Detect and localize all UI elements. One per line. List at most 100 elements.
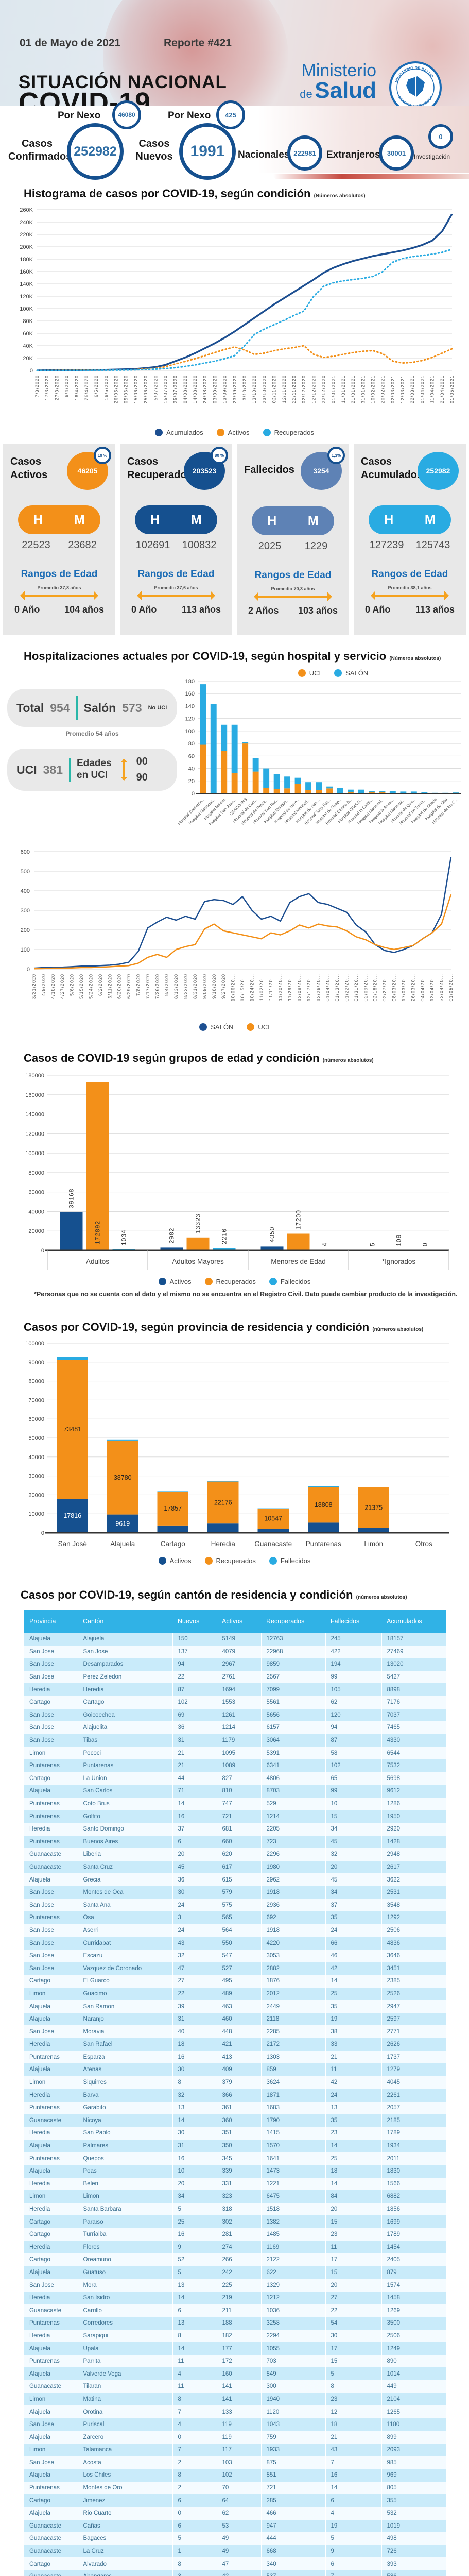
- summary-stats-row: Por Nexo 46080 Casos Confirmados 252982 …: [0, 100, 469, 180]
- svg-text:10547: 10547: [264, 1515, 282, 1522]
- province-chart-subtitle: (números absolutos): [372, 1327, 424, 1332]
- cell-nuevos: 7: [172, 2444, 217, 2456]
- cell-provincia: San Jose: [24, 1886, 78, 1899]
- table-row: Guanacaste Tilaran 11 141 300 8 449: [24, 2380, 446, 2393]
- cell-acumulados: 5698: [381, 1772, 446, 1785]
- cell-acumulados: 1458: [381, 2291, 446, 2304]
- svg-text:01/01/2021: 01/01/2021: [331, 375, 336, 403]
- svg-text:21375: 21375: [364, 1504, 383, 1511]
- cell-fallecidos: 62: [325, 1696, 382, 1709]
- svg-text:26/4/2020: 26/4/2020: [84, 375, 89, 400]
- table-row: Puntarenas Buenos Aires 6 660 723 45 1428: [24, 1835, 446, 1849]
- uci-age-arrow-icon: [120, 759, 128, 781]
- rangos-title: Rangos de Edad: [254, 570, 332, 581]
- cell-acumulados: 985: [381, 2456, 446, 2469]
- cell-provincia: Guanacaste: [24, 2570, 78, 2576]
- legend-item: Recuperados: [204, 1278, 256, 1285]
- cell-activos: 617: [217, 1860, 262, 1874]
- cell-activos: 1694: [217, 1683, 262, 1696]
- svg-text:Puntarenas: Puntarenas: [306, 1540, 341, 1548]
- cell-nuevos: 40: [172, 2025, 217, 2038]
- cell-activos: 2761: [217, 1670, 262, 1684]
- hospitalization-trend-chart: 0 100 200 300 400 500 600 3/31/2020 4/9/2020 4/18…: [7, 846, 469, 1023]
- cell-activos: 4079: [217, 1645, 262, 1658]
- cell-nuevos: 43: [172, 1937, 217, 1950]
- svg-text:0: 0: [30, 368, 33, 374]
- table-subtitle: (números absolutos): [356, 1595, 407, 1600]
- svg-text:40: 40: [188, 766, 195, 772]
- cell-nuevos: 16: [172, 1810, 217, 1823]
- svg-text:12/03/2021: 12/03/2021: [400, 375, 405, 403]
- svg-text:60: 60: [188, 753, 195, 759]
- uci-age-min: 00: [136, 756, 148, 767]
- age-chart-title: Casos de COVID-19 según grupos de edad y…: [24, 1052, 320, 1064]
- cell-activos: 413: [217, 2050, 262, 2064]
- divider: [69, 758, 71, 782]
- table-row: Guanacaste Cañas 6 53 947 19 1019: [24, 2519, 446, 2533]
- cell-nuevos: 8: [172, 2469, 217, 2482]
- svg-text:05/06/2020: 05/06/2020: [124, 375, 129, 403]
- legend-item: UCI: [247, 1023, 270, 1031]
- cell-provincia: San Jose: [24, 1949, 78, 1962]
- svg-text:6/4/2020: 6/4/2020: [64, 375, 70, 397]
- cell-canton: Puriscal: [78, 2418, 173, 2431]
- cell-recuperados: 2172: [261, 2038, 326, 2051]
- svg-text:San José: San José: [58, 1540, 87, 1548]
- cell-acumulados: 879: [381, 2266, 446, 2279]
- cell-canton: Carrillo: [78, 2304, 173, 2317]
- cell-recuperados: 2012: [261, 1987, 326, 2001]
- cell-acumulados: 2057: [381, 2101, 446, 2114]
- extranjeros-label: Extranjeros: [326, 149, 380, 160]
- cell-recuperados: 300: [261, 2380, 326, 2393]
- cell-acumulados: 6882: [381, 2190, 446, 2203]
- cell-provincia: Guanacaste: [24, 2545, 78, 2558]
- cell-nuevos: 14: [172, 2342, 217, 2355]
- cell-activos: 489: [217, 1987, 262, 2001]
- cell-activos: 188: [217, 2317, 262, 2330]
- casos-nuevos-value: 1991: [190, 143, 225, 160]
- cell-activos: 182: [217, 2329, 262, 2343]
- cell-acumulados: 4045: [381, 2076, 446, 2089]
- cell-acumulados: 3622: [381, 1873, 446, 1886]
- cell-activos: 141: [217, 2380, 262, 2393]
- cell-acumulados: 1265: [381, 2405, 446, 2418]
- age-min: 0 Año: [365, 604, 391, 615]
- table-row: Alajuela Zarcero 0 119 759 21 899: [24, 2431, 446, 2444]
- cell-activos: 1095: [217, 1747, 262, 1759]
- cell-canton: Belen: [78, 2177, 173, 2191]
- investigacion-label: Investigación: [414, 153, 450, 160]
- svg-text:8/22/2020: 8/22/2020: [183, 974, 188, 999]
- cell-canton: Esparza: [78, 2050, 173, 2064]
- cell-fallecidos: 99: [325, 1670, 382, 1684]
- cell-provincia: Heredia: [24, 2291, 78, 2304]
- cell-acumulados: 18157: [381, 1633, 446, 1646]
- svg-text:9/18/2020: 9/18/2020: [212, 974, 217, 999]
- hospitalization-trend-legend: SALÓN UCI: [0, 1023, 469, 1031]
- salon-label: Salón: [83, 701, 116, 715]
- cell-recuperados: 1790: [261, 2114, 326, 2127]
- cell-nuevos: 16: [172, 2050, 217, 2064]
- cell-recuperados: 1120: [261, 2405, 326, 2418]
- cell-nuevos: 2: [172, 2481, 217, 2495]
- cell-recuperados: 1871: [261, 2089, 326, 2102]
- svg-text:21/01/2021: 21/01/2021: [351, 375, 356, 403]
- cell-provincia: Alajuela: [24, 1633, 78, 1646]
- cell-fallecidos: 9: [325, 2545, 382, 2558]
- table-row: Alajuela San Ramon 39 463 2449 35 2947: [24, 2000, 446, 2013]
- fallecidos-percent-badge: 1,3%: [327, 447, 345, 464]
- table-row: San Jose Acosta 2 103 875 7 985: [24, 2456, 446, 2469]
- cell-nuevos: 31: [172, 2139, 217, 2153]
- svg-text:120K: 120K: [20, 294, 33, 300]
- svg-text:08/03/20...: 08/03/20...: [392, 974, 397, 1002]
- cell-recuperados: 4220: [261, 1937, 326, 1950]
- cell-recuperados: 2294: [261, 2329, 326, 2343]
- cell-acumulados: 1789: [381, 2228, 446, 2241]
- legend-item: SALÓN: [199, 1023, 233, 1031]
- cell-fallecidos: 21: [325, 2431, 382, 2444]
- svg-text:25/06/2020: 25/06/2020: [143, 375, 148, 403]
- cell-provincia: Puntarenas: [24, 2050, 78, 2064]
- cell-activos: 103: [217, 2456, 262, 2469]
- cell-acumulados: 1699: [381, 2215, 446, 2228]
- hosp-promedio: Promedio 54 años: [65, 730, 119, 737]
